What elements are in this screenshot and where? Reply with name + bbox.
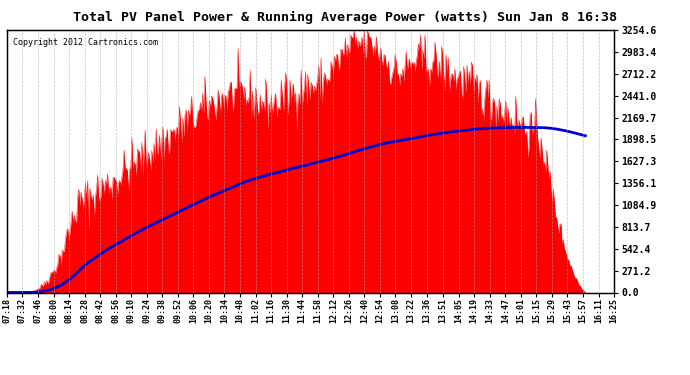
Text: Total PV Panel Power & Running Average Power (watts) Sun Jan 8 16:38: Total PV Panel Power & Running Average P… [73,11,617,24]
Text: Copyright 2012 Cartronics.com: Copyright 2012 Cartronics.com [13,38,158,47]
